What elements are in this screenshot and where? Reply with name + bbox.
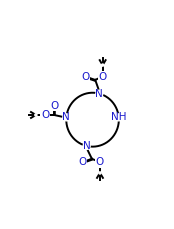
Text: O: O xyxy=(98,71,107,82)
Text: N: N xyxy=(83,141,90,151)
Circle shape xyxy=(63,114,70,121)
Text: NH: NH xyxy=(111,112,126,122)
Circle shape xyxy=(115,114,122,121)
Circle shape xyxy=(96,90,103,97)
Text: O: O xyxy=(81,71,89,82)
Text: N: N xyxy=(96,89,103,99)
Text: N: N xyxy=(62,112,70,122)
Text: O: O xyxy=(50,101,58,111)
Circle shape xyxy=(35,114,37,116)
Text: O: O xyxy=(78,157,86,167)
Text: O: O xyxy=(41,110,49,120)
Circle shape xyxy=(102,64,104,66)
Circle shape xyxy=(99,172,101,174)
Circle shape xyxy=(83,142,90,150)
Text: O: O xyxy=(96,157,104,167)
